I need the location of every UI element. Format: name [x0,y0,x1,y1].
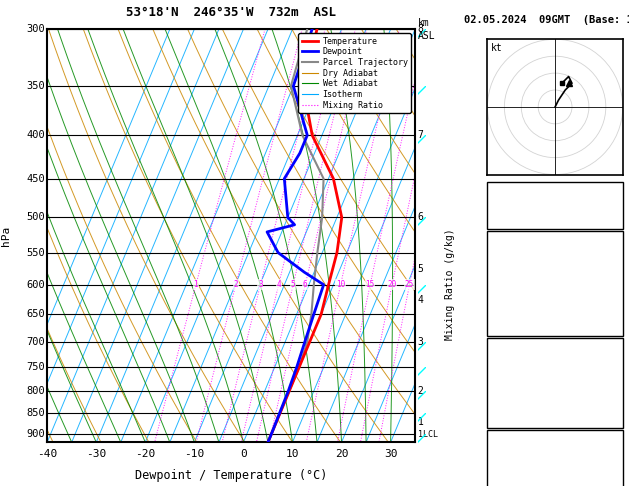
Text: 25: 25 [405,280,414,289]
Text: StmDir: StmDir [490,478,525,486]
Text: 67°: 67° [603,478,620,486]
Text: EH: EH [490,449,502,459]
Text: CAPE (J): CAPE (J) [490,400,537,411]
Text: 3: 3 [258,280,263,289]
Text: 301: 301 [603,371,620,382]
Text: 101: 101 [603,449,620,459]
Text: Mixing Ratio (g/kg): Mixing Ratio (g/kg) [445,228,455,340]
Text: © weatheronline.co.uk: © weatheronline.co.uk [503,473,608,482]
Text: 1: 1 [418,417,423,427]
Text: CAPE (J): CAPE (J) [490,308,537,318]
Text: 10: 10 [336,280,345,289]
Text: km: km [418,18,430,28]
Text: 900: 900 [26,429,45,439]
Text: 5: 5 [291,280,296,289]
Text: 450: 450 [26,174,45,184]
Text: 5: 5 [615,250,620,260]
Text: 750: 750 [26,362,45,372]
Text: CIN (J): CIN (J) [490,323,531,333]
Text: 10: 10 [286,449,299,459]
Text: hPa: hPa [1,226,11,246]
Text: 7: 7 [418,130,423,140]
Text: 350: 350 [26,81,45,91]
Text: 650: 650 [603,357,620,367]
Legend: Temperature, Dewpoint, Parcel Trajectory, Dry Adiabat, Wet Adiabat, Isotherm, Mi: Temperature, Dewpoint, Parcel Trajectory… [299,34,411,113]
Text: Lifted Index: Lifted Index [490,386,560,396]
Text: PW (cm): PW (cm) [490,216,531,226]
Text: K: K [490,187,496,197]
Text: CIN (J): CIN (J) [490,415,531,425]
Text: kt: kt [491,43,503,52]
Text: Totals Totals: Totals Totals [490,201,566,211]
Text: θₑ (K): θₑ (K) [490,371,525,382]
Text: Dewp (°C): Dewp (°C) [490,264,543,275]
Text: 53°18'N  246°35'W  732m  ASL: 53°18'N 246°35'W 732m ASL [126,6,336,19]
Text: 0: 0 [615,308,620,318]
Text: SREH: SREH [490,464,513,474]
Text: 20: 20 [387,280,397,289]
Text: ASL: ASL [418,31,436,41]
Text: 1.24: 1.24 [597,216,620,226]
Text: 1: 1 [194,280,198,289]
Text: 600: 600 [26,279,45,290]
Text: 8: 8 [418,24,423,34]
Text: 0: 0 [240,449,247,459]
Text: Surface: Surface [535,235,576,245]
Text: 5: 5 [615,386,620,396]
Text: 4: 4 [418,295,423,305]
Text: 500: 500 [26,212,45,223]
Text: Dewpoint / Temperature (°C): Dewpoint / Temperature (°C) [135,469,327,482]
Text: θₑ(K): θₑ(K) [490,279,520,289]
Text: 02.05.2024  09GMT  (Base: 18): 02.05.2024 09GMT (Base: 18) [464,15,629,25]
Text: 20: 20 [335,449,348,459]
Text: 15: 15 [365,280,375,289]
Text: 3: 3 [418,336,423,347]
Text: 0: 0 [615,400,620,411]
Text: 7: 7 [615,294,620,304]
Text: 850: 850 [26,408,45,418]
Text: 2: 2 [418,386,423,396]
Text: 0: 0 [615,323,620,333]
Text: 800: 800 [26,386,45,396]
Text: -10: -10 [184,449,204,459]
Text: 1LCL: 1LCL [418,430,438,439]
Text: 650: 650 [26,309,45,319]
Text: -20: -20 [135,449,155,459]
Text: 300: 300 [26,24,45,34]
Text: Temp (°C): Temp (°C) [490,250,543,260]
Text: 4: 4 [276,280,281,289]
Text: 400: 400 [26,130,45,140]
Text: Pressure (mb): Pressure (mb) [490,357,566,367]
Text: 47: 47 [608,201,620,211]
Text: 700: 700 [26,336,45,347]
Text: 2: 2 [233,280,238,289]
Text: 93: 93 [608,464,620,474]
Text: -40: -40 [37,449,57,459]
Text: -30: -30 [86,449,106,459]
Text: 5: 5 [418,264,423,274]
Text: 3.1: 3.1 [603,264,620,275]
Text: 6: 6 [303,280,308,289]
Text: Hodograph: Hodograph [528,434,582,445]
Text: 298: 298 [603,279,620,289]
Text: 550: 550 [26,247,45,258]
Text: Most Unstable: Most Unstable [517,342,593,352]
Text: 23: 23 [608,187,620,197]
Text: 0: 0 [615,415,620,425]
Text: Lifted Index: Lifted Index [490,294,560,304]
Text: 6: 6 [418,212,423,223]
Text: 30: 30 [384,449,398,459]
